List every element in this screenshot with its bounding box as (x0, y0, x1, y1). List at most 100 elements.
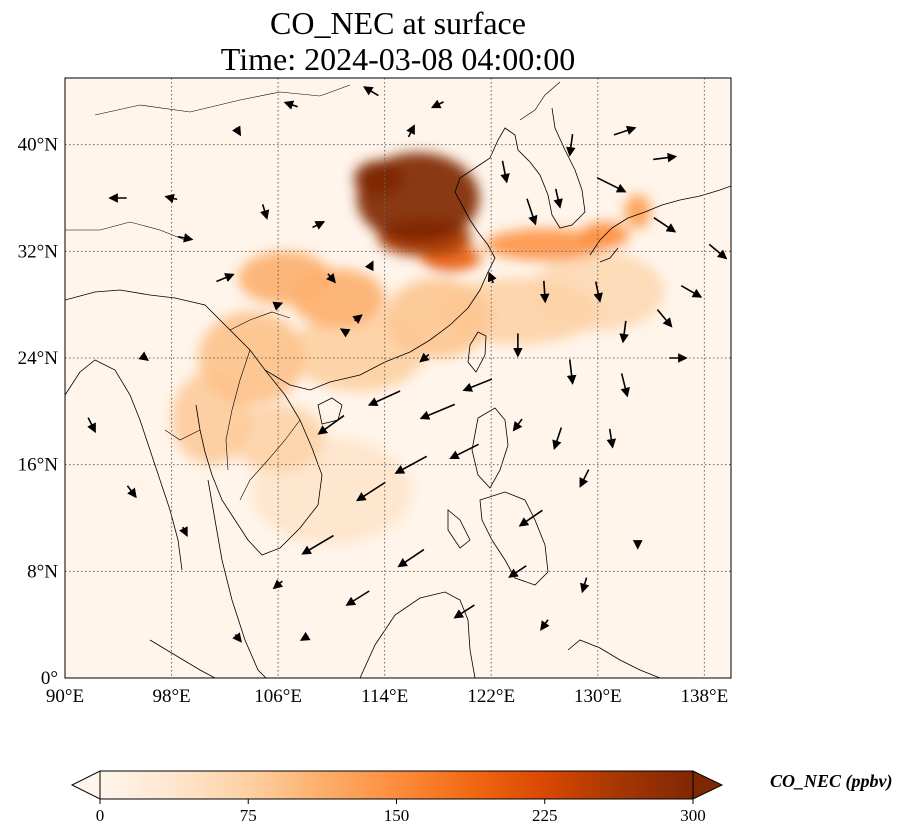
map-gridlines (65, 78, 731, 678)
wind-arrow (126, 485, 137, 499)
wind-arrow (487, 271, 497, 284)
wind-arrow (580, 577, 590, 594)
map-title: CO_NEC at surface (270, 5, 526, 41)
co-plume (484, 228, 605, 261)
lon-tick-label: 114°E (361, 686, 408, 707)
wind-arrow (419, 403, 456, 420)
wind-arrow (593, 281, 603, 303)
colorbar-extend-max (692, 770, 724, 800)
wind-arrow (283, 100, 298, 110)
co-plume (354, 160, 402, 196)
country-borders (65, 81, 561, 501)
wind-arrow (462, 378, 493, 392)
wind-arrow (566, 134, 576, 157)
coastline-myanmar-bangladesh (65, 359, 183, 571)
wind-arrow (526, 198, 538, 226)
wind-arrow (232, 632, 242, 643)
coastline-hainan (317, 397, 343, 425)
colorbar-gradient (99, 770, 694, 800)
wind-arrow (539, 280, 550, 304)
wind-arrow (606, 428, 617, 449)
lat-tick-label: 16°N (18, 455, 59, 476)
colorbar-tick-label: 75 (240, 806, 257, 825)
wind-arrow (352, 314, 363, 324)
wind-arrow (406, 124, 415, 138)
wind-arrow (540, 619, 550, 631)
wind-arrow (216, 273, 235, 283)
colorbar-tick-label: 0 (96, 806, 105, 825)
wind-arrow (419, 352, 430, 363)
lon-tick-label: 130°E (574, 686, 622, 707)
coastline-palawan (447, 509, 471, 549)
map-time-subtitle: Time: 2024-03-08 04:00:00 (220, 41, 576, 77)
wind-arrow (345, 590, 370, 606)
wind-arrow (260, 204, 270, 220)
wind-arrow (232, 125, 242, 137)
co-plume (624, 194, 652, 229)
lat-tick-label: 24°N (18, 348, 59, 369)
lat-tick-label: 8°N (27, 561, 58, 582)
coastline-china-mainland (65, 127, 519, 391)
wind-arrow (177, 233, 194, 243)
lon-tick-label: 106°E (254, 686, 302, 707)
coastline-japan (589, 185, 731, 263)
coastline-borneo (359, 591, 476, 678)
wind-arrow (566, 359, 577, 385)
wind-arrow (512, 418, 523, 432)
wind-arrow (138, 351, 150, 362)
lon-tick-label: 98°E (152, 686, 190, 707)
wind-arrow (508, 565, 527, 578)
wind-arrow (317, 414, 345, 435)
co-plume (291, 268, 385, 328)
lon-tick-label: 90°E (46, 686, 84, 707)
coastlines (65, 81, 731, 678)
wind-arrow (356, 481, 386, 502)
wind-arrow (500, 160, 510, 184)
lon-tick-label: 122°E (467, 686, 515, 707)
lat-tick-label: 0° (41, 668, 58, 689)
coastline-malay-peninsula (207, 479, 267, 678)
wind-vectors (87, 86, 728, 643)
wind-arrow (299, 631, 311, 641)
coastline-philippines-visayas-mindanao (479, 491, 549, 586)
longitude-tick-labels: 90°E 98°E 106°E 114°E 122°E 130°E 138°E (46, 686, 728, 707)
lat-tick-label: 32°N (18, 241, 59, 262)
wind-arrow (620, 373, 630, 398)
wind-arrow (394, 455, 428, 474)
coastline-new-guinea (567, 639, 661, 678)
colorbar-tick-label: 300 (680, 806, 706, 825)
wind-arrow (362, 86, 379, 97)
wind-arrow (613, 125, 637, 136)
latitude-tick-labels: 0° 8°N 16°N 24°N 32°N 40°N (18, 135, 59, 689)
wind-arrow (397, 548, 425, 568)
wind-arrow (339, 328, 351, 338)
coastline-taiwan (467, 331, 487, 373)
wind-arrow (179, 526, 188, 537)
wind-arrow (680, 285, 703, 298)
colorbar-tick-labels: 0 75 150 225 300 (96, 799, 706, 825)
wind-arrow (272, 301, 284, 311)
coastline-indochina (195, 369, 323, 556)
colorbar: 0 75 150 225 300 (70, 770, 724, 825)
colorbar-title: CO_NEC (ppbv) (770, 771, 893, 791)
wind-arrow (552, 427, 563, 451)
wind-arrow (579, 469, 590, 488)
wind-arrow (653, 217, 677, 233)
colorbar-extend-min (70, 770, 101, 800)
wind-arrow (430, 99, 444, 109)
wind-arrow (553, 188, 563, 209)
wind-arrow (453, 604, 475, 619)
coastline-philippines-luzon (471, 407, 509, 489)
wind-arrow (708, 243, 728, 260)
wind-arrow (301, 534, 334, 555)
wind-arrow (164, 193, 178, 204)
wind-arrow (367, 390, 401, 407)
wind-arrow (449, 443, 479, 460)
wind-arrow (596, 176, 627, 193)
wind-arrow (364, 260, 374, 272)
coastline-sumatra (149, 639, 216, 678)
wind-arrow (656, 309, 673, 328)
wind-arrow (87, 417, 96, 434)
co-plume (384, 278, 492, 358)
